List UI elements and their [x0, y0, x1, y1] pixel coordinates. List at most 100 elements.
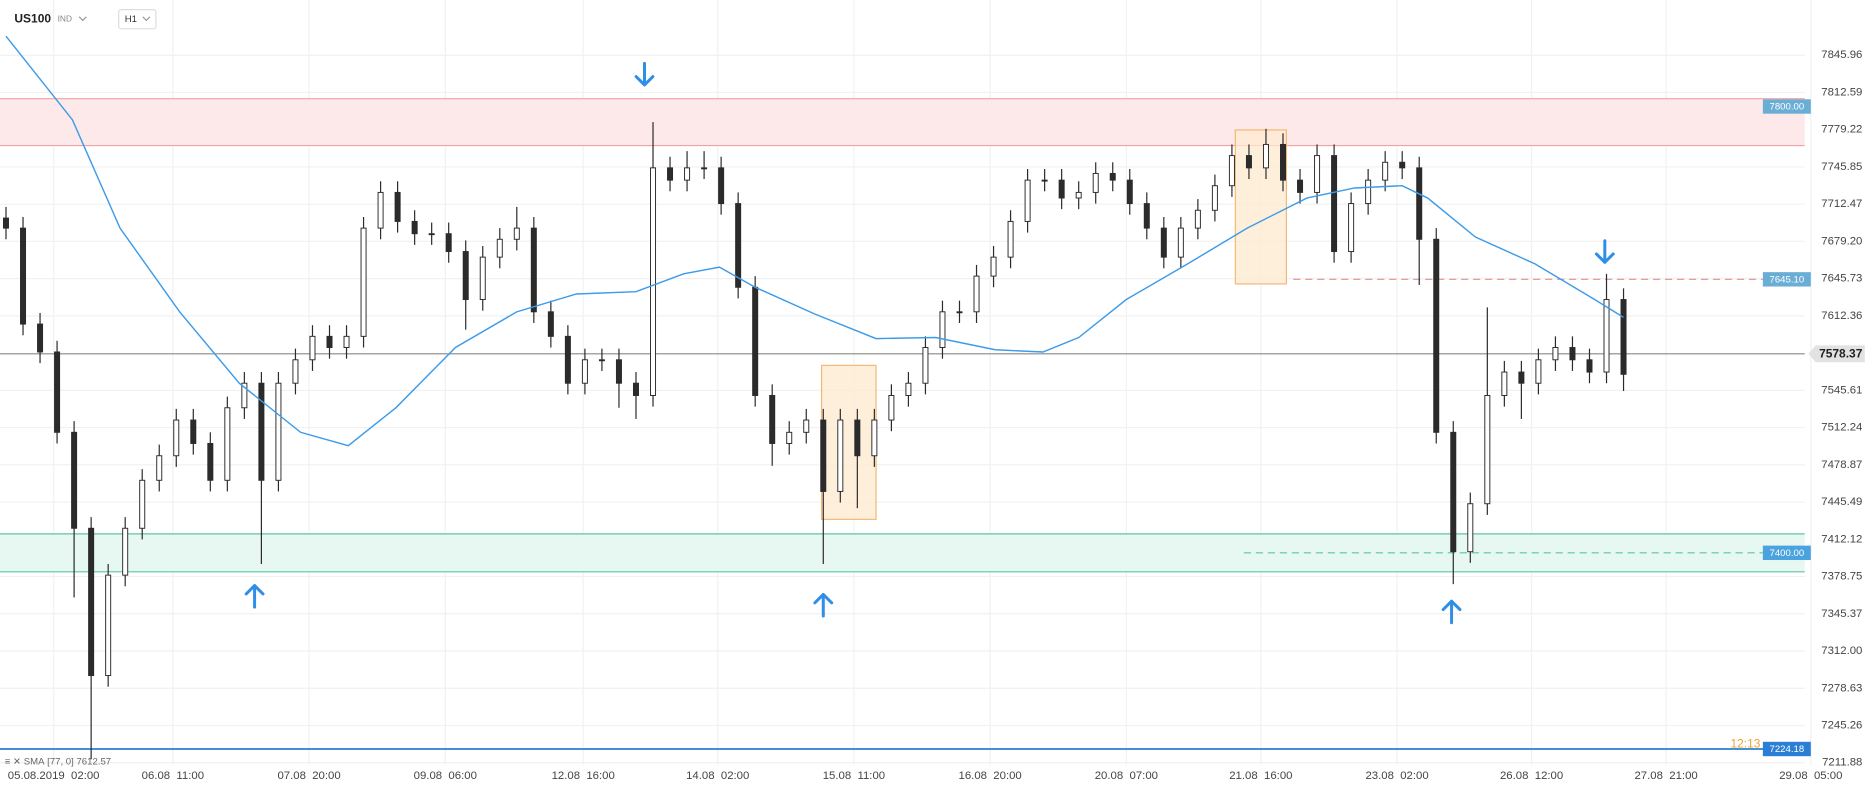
x-tick-label: 12.08 16:00	[552, 770, 615, 782]
candle-body	[1280, 143, 1287, 181]
candle-body	[1211, 185, 1218, 211]
candle-body	[71, 431, 78, 529]
x-tick-label: 06.08 11:00	[142, 770, 204, 782]
candle-body	[343, 335, 350, 348]
candle-body	[445, 233, 452, 253]
candle-body	[479, 256, 486, 301]
candle-body	[1365, 179, 1372, 205]
y-tick-label: 7378.75	[1821, 571, 1862, 583]
x-tick-label: 21.08 16:00	[1229, 770, 1292, 782]
legend-icon[interactable]: ≡ ✕	[5, 756, 24, 767]
candle-body	[1331, 155, 1338, 253]
signal-arrow	[634, 61, 655, 87]
candle-body	[1109, 172, 1116, 181]
candle-body	[156, 455, 163, 481]
y-tick-label: 7645.73	[1821, 273, 1862, 285]
market: IND	[58, 13, 72, 23]
signal-arrow	[813, 592, 834, 618]
highlight-box	[820, 364, 877, 520]
y-tick-label: 7612.36	[1821, 310, 1862, 322]
interval[interactable]: H1	[125, 14, 137, 25]
candle-body	[1160, 227, 1167, 258]
candle-body	[650, 167, 657, 396]
x-tick-label: 26.08 12:00	[1500, 770, 1563, 782]
x-tick-label: 23.08 02:00	[1365, 770, 1428, 782]
candle-body	[547, 311, 554, 337]
candle-body	[428, 233, 435, 236]
y-tick-label: 7812.59	[1821, 86, 1862, 98]
candle-body	[207, 442, 214, 481]
candle-body	[786, 431, 793, 444]
y-tick-label: 7245.26	[1821, 719, 1862, 731]
sma-legend: ≡ ✕ SMA [77, 0] 7612.57	[5, 756, 111, 767]
y-tick-label: 7211.88	[1822, 757, 1862, 769]
candle-body	[1262, 143, 1269, 169]
plot-area	[0, 35, 1805, 760]
candle-body	[769, 395, 776, 444]
candle-body	[20, 227, 27, 325]
candle-body	[888, 395, 895, 421]
candle-body	[360, 227, 367, 337]
highlight-box	[1234, 129, 1288, 285]
candle-body	[105, 574, 112, 677]
y-tick-label: 7412.12	[1821, 533, 1862, 545]
candle-body	[871, 419, 878, 457]
candle-body	[1245, 155, 1252, 169]
last-price-label: 7578.37	[1819, 347, 1863, 361]
x-tick-label: 29.08 05:00	[1779, 770, 1842, 782]
interval-box[interactable]	[118, 9, 157, 30]
candle-body	[513, 227, 520, 240]
candle-body	[905, 382, 912, 396]
dropdown-caret[interactable]	[78, 16, 87, 22]
countdown: 12:13	[1730, 736, 1760, 750]
y-tick-label: 7845.96	[1821, 49, 1862, 61]
sma-params: [77, 0]	[47, 756, 74, 767]
candle-body	[1058, 179, 1065, 199]
candle-body	[973, 275, 980, 313]
candle-body	[854, 419, 861, 457]
candle-body	[632, 382, 639, 396]
y-tick-label: 7345.37	[1821, 608, 1862, 620]
level-tag	[1762, 99, 1811, 114]
candle-body	[1501, 371, 1508, 396]
level-label: 7645.10	[1770, 274, 1805, 285]
candle-body	[1399, 161, 1406, 169]
candle-body	[820, 419, 827, 492]
y-tick-label: 7712.47	[1821, 198, 1862, 210]
last-price-tag	[1808, 345, 1865, 363]
axes: 7845.96 7812.59 7779.22 7745.85 7712.47 7679.…	[8, 49, 1863, 782]
bottom-tag	[1762, 741, 1811, 757]
candle-body	[1126, 179, 1133, 205]
x-tick-label: 07.08 20:00	[277, 770, 340, 782]
candle-body	[1297, 179, 1304, 193]
symbol[interactable]: US100	[14, 11, 51, 25]
candle-body	[258, 382, 265, 481]
candle-body	[1552, 347, 1559, 361]
candle-body	[309, 335, 316, 361]
candle-body	[718, 167, 725, 205]
candle-body	[377, 191, 384, 229]
level-label: 7800.00	[1770, 102, 1805, 113]
candle-body	[1416, 167, 1423, 240]
candle-body	[1450, 431, 1457, 553]
candle-body	[837, 419, 844, 492]
x-tick-label: 20.08 07:00	[1095, 770, 1158, 782]
candle-body	[1620, 299, 1627, 375]
candle-body	[581, 359, 588, 384]
candle-body	[224, 407, 231, 481]
x-tick-label: 16.08 20:00	[959, 770, 1022, 782]
candle-body	[1075, 191, 1082, 199]
candle-body	[173, 419, 180, 457]
candle-body	[1433, 238, 1440, 433]
candle-body	[530, 227, 537, 313]
dropdown-caret[interactable]	[142, 16, 151, 22]
candle-body	[1467, 503, 1474, 553]
zone	[0, 98, 1805, 146]
candle-body	[1603, 299, 1610, 373]
sma-last: 7612.57	[76, 756, 111, 767]
sma-line	[5, 35, 1624, 447]
candle-body	[615, 359, 622, 384]
candle-body	[684, 167, 691, 181]
